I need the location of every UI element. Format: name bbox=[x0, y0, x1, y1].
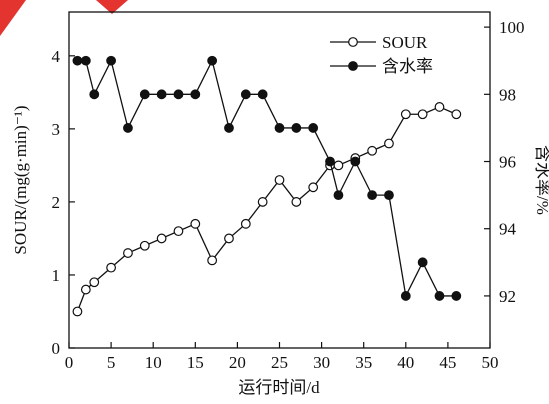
sour-point bbox=[139, 240, 150, 251]
moisture-point bbox=[274, 123, 285, 133]
moisture-point bbox=[123, 123, 133, 133]
moisture-point bbox=[325, 156, 335, 167]
sour-point bbox=[156, 233, 167, 244]
moisture-point bbox=[173, 89, 184, 100]
x-tick-label: 0 bbox=[65, 353, 74, 372]
series-1 bbox=[72, 102, 462, 317]
moisture-point bbox=[308, 123, 319, 133]
sour-point bbox=[257, 197, 268, 207]
y-left-tick-label: 2 bbox=[52, 193, 61, 212]
sour-point bbox=[72, 306, 83, 317]
x-tick-label: 45 bbox=[439, 353, 456, 372]
moisture-point bbox=[350, 156, 361, 167]
moisture-point bbox=[207, 55, 218, 66]
x-axis-title: 运行时间/d bbox=[238, 378, 320, 397]
series-line bbox=[76, 106, 457, 312]
sour-point bbox=[240, 218, 251, 229]
sour-point bbox=[333, 160, 344, 171]
moisture-point bbox=[434, 291, 445, 301]
x-tick-label: 10 bbox=[145, 353, 162, 372]
sour-point bbox=[308, 182, 319, 193]
sour-point bbox=[207, 255, 218, 266]
x-tick-label: 5 bbox=[107, 353, 116, 372]
moisture-point bbox=[257, 89, 268, 100]
sour-point bbox=[417, 109, 428, 120]
x-tick-label: 25 bbox=[271, 353, 288, 372]
sour-point bbox=[89, 277, 100, 288]
moisture-point bbox=[400, 291, 411, 301]
legend-marker bbox=[348, 37, 358, 47]
x-tick-label: 50 bbox=[482, 353, 499, 372]
sour-point bbox=[451, 109, 462, 120]
sour-point bbox=[384, 138, 394, 149]
y-right-tick-label: 100 bbox=[499, 18, 525, 37]
moisture-point bbox=[333, 190, 344, 201]
x-tick-label: 35 bbox=[355, 353, 372, 372]
moisture-point bbox=[190, 89, 201, 100]
sour-point bbox=[123, 248, 133, 258]
sour-point bbox=[367, 145, 378, 156]
legend-label: 含水率 bbox=[382, 57, 433, 76]
legend-marker bbox=[348, 61, 358, 71]
moisture-point bbox=[72, 55, 83, 66]
legend: SOUR 含水率 bbox=[330, 33, 433, 76]
moisture-point bbox=[291, 123, 302, 133]
y-right-tick-label: 98 bbox=[499, 85, 516, 104]
sour-point bbox=[173, 226, 184, 237]
y-left-tick-label: 4 bbox=[52, 47, 61, 66]
corner-mark-decoration bbox=[0, 0, 26, 36]
sour-point bbox=[274, 175, 285, 185]
y-left-tick-label: 1 bbox=[52, 266, 61, 285]
moisture-point bbox=[451, 291, 462, 301]
y-left-tick-label: 0 bbox=[52, 339, 61, 358]
moisture-point bbox=[384, 190, 394, 201]
series-layer bbox=[72, 55, 462, 317]
moisture-point bbox=[106, 55, 116, 66]
y-left-axis-title: SOUR/(mg(g·min)⁻¹) bbox=[11, 105, 30, 254]
ticks-group: 0 5 10 15 20 25 30 35 40 45 50 0 1 2 3 4 92 94 96 98 100 bbox=[52, 18, 525, 372]
y-right-tick-label: 92 bbox=[499, 287, 516, 306]
sour-point bbox=[80, 284, 91, 295]
sour-point bbox=[400, 109, 411, 120]
sour-point bbox=[434, 102, 445, 112]
legend-label: SOUR bbox=[382, 33, 428, 52]
sour-point bbox=[190, 218, 201, 229]
y-right-tick-label: 94 bbox=[499, 220, 517, 239]
moisture-point bbox=[417, 257, 428, 268]
moisture-point bbox=[156, 89, 167, 100]
y-left-tick-label: 3 bbox=[52, 120, 61, 139]
y-right-axis-title: 含水率/% bbox=[533, 145, 549, 215]
x-tick-label: 15 bbox=[187, 353, 204, 372]
x-tick-label: 40 bbox=[397, 353, 414, 372]
sour-point bbox=[291, 197, 302, 207]
moisture-point bbox=[80, 55, 91, 66]
moisture-point bbox=[89, 89, 100, 100]
moisture-point bbox=[139, 89, 150, 100]
sour-point bbox=[224, 233, 234, 244]
x-tick-label: 20 bbox=[229, 353, 246, 372]
y-right-tick-label: 96 bbox=[499, 153, 516, 172]
corner-mark-decoration-2 bbox=[96, 0, 128, 14]
moisture-point bbox=[367, 190, 378, 201]
series-2 bbox=[72, 55, 462, 301]
moisture-point bbox=[224, 123, 234, 133]
x-tick-label: 30 bbox=[313, 353, 330, 372]
sour-point bbox=[106, 262, 116, 273]
moisture-point bbox=[240, 89, 251, 100]
